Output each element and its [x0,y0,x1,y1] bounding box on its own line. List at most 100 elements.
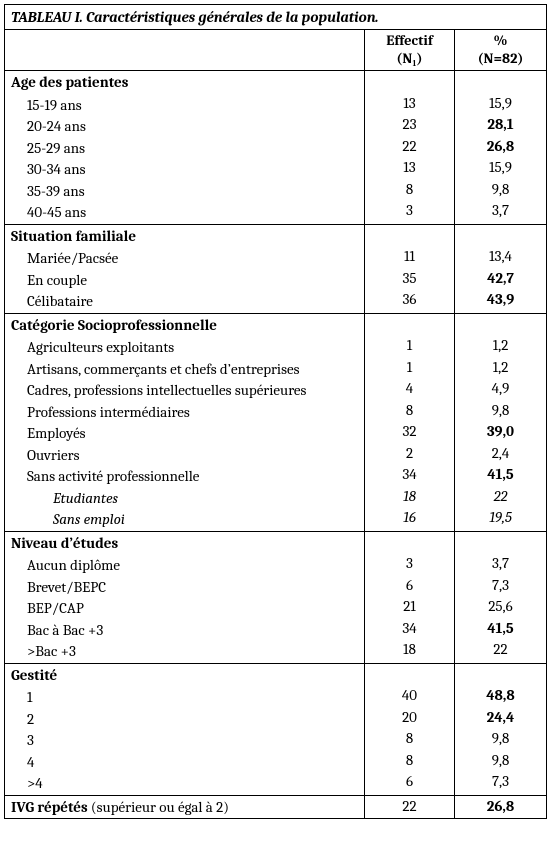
csp-row-7: Etudiantes [5,488,364,510]
csp-row-5: Ouvriers [5,445,364,467]
age-n-2: 22 [365,136,454,158]
group-csp-p: 1,2 1,2 4,9 9,8 39,0 2,4 41,5 22 19,5 [455,313,547,531]
gestite-n-1: 20 [365,707,454,729]
situation-title: Situation familiale [5,225,364,249]
gestite-p-2: 9,8 [455,728,546,750]
age-p-5: 3,7 [455,200,546,222]
csp-row-2: Cadres, professions intellectuelles supé… [5,380,364,402]
niveau-row-4: >Bac +3 [5,641,364,663]
situation-row-1: En couple [5,270,364,292]
age-n-0: 13 [365,93,454,115]
group-situation-labels: Situation familiale Mariée/Pacsée En cou… [5,224,365,313]
csp-row-0: Agriculteurs exploitants [5,337,364,359]
csp-p-8: 19,5 [455,507,546,529]
age-n-4: 8 [365,179,454,201]
header-percent: % (N=82) [455,30,547,71]
group-gestite-labels: Gestité 1 2 3 4 >4 [5,663,365,795]
situation-row-2: Célibataire [5,291,364,313]
csp-title: Catégorie Socioprofessionnelle [5,314,364,338]
gestite-p-0: 48,8 [455,685,546,707]
niveau-row-0: Aucun diplôme [5,555,364,577]
csp-p-3: 9,8 [455,400,546,422]
age-p-1: 28,1 [455,114,546,136]
situation-n-2: 36 [365,289,454,311]
header-blank [5,30,365,71]
situation-p-0: 13,4 [455,246,546,268]
niveau-row-1: Brevet/BEPC [5,577,364,599]
age-n-3: 13 [365,157,454,179]
age-p-0: 15,9 [455,93,546,115]
gestite-n-3: 8 [365,750,454,772]
age-p-4: 9,8 [455,179,546,201]
situation-n-0: 11 [365,246,454,268]
age-row-3: 30-34 ans [5,159,364,181]
csp-row-1: Artisans, commerçants et chefs d’entrepr… [5,359,364,381]
gestite-title: Gestité [5,664,364,688]
gestite-p-3: 9,8 [455,750,546,772]
csp-row-6: Sans activité professionnelle [5,466,364,488]
gestite-row-2: 3 [5,730,364,752]
group-csp-n: 1 1 4 8 32 2 34 18 16 [365,313,455,531]
niveau-n-0: 3 [365,553,454,575]
csp-n-6: 34 [365,464,454,486]
csp-n-8: 16 [365,507,454,529]
age-p-2: 26,8 [455,136,546,158]
age-n-1: 23 [365,114,454,136]
situation-row-0: Mariée/Pacsée [5,248,364,270]
table-population: TABLEAU I. Caractéristiques générales de… [4,4,547,819]
csp-p-6: 41,5 [455,464,546,486]
situation-p-1: 42,7 [455,268,546,290]
group-age-n: 13 23 22 13 8 3 [365,71,455,225]
niveau-row-3: Bac à Bac +3 [5,620,364,642]
age-row-4: 35-39 ans [5,181,364,203]
gestite-row-1: 2 [5,709,364,731]
niveau-n-1: 6 [365,575,454,597]
gestite-n-2: 8 [365,728,454,750]
header-effectif: Effectif (N₁) [365,30,455,71]
niveau-p-0: 3,7 [455,553,546,575]
niveau-p-1: 7,3 [455,575,546,597]
csp-p-2: 4,9 [455,378,546,400]
niveau-p-2: 25,6 [455,596,546,618]
csp-n-4: 32 [365,421,454,443]
header-effectif-l1: Effectif [386,32,432,49]
csp-p-1: 1,2 [455,357,546,379]
header-pct-l2: (N=82) [478,50,524,67]
age-row-5: 40-45 ans [5,202,364,224]
gestite-n-0: 40 [365,685,454,707]
group-gestite-p: 48,8 24,4 9,8 9,8 7,3 [455,663,547,795]
csp-n-0: 1 [365,335,454,357]
group-niveau-n: 3 6 21 34 18 [365,531,455,663]
niveau-n-3: 34 [365,618,454,640]
gestite-p-1: 24,4 [455,707,546,729]
group-niveau-p: 3,7 7,3 25,6 41,5 22 [455,531,547,663]
csp-row-3: Professions intermédiaires [5,402,364,424]
gestite-row-4: >4 [5,773,364,795]
age-row-2: 25-29 ans [5,138,364,160]
group-age-labels: Age des patientes 15-19 ans 20-24 ans 25… [5,71,365,225]
table-title: TABLEAU I. Caractéristiques générales de… [5,5,547,30]
group-situation-n: 11 35 36 [365,224,455,313]
csp-p-5: 2,4 [455,443,546,465]
csp-row-4: Employés [5,423,364,445]
csp-row-8: Sans emploi [5,509,364,531]
niveau-p-4: 22 [455,639,546,661]
csp-n-1: 1 [365,357,454,379]
gestite-row-0: 1 [5,687,364,709]
situation-p-2: 43,9 [455,289,546,311]
csp-n-3: 8 [365,400,454,422]
age-p-3: 15,9 [455,157,546,179]
age-title: Age des patientes [5,71,364,95]
situation-n-1: 35 [365,268,454,290]
group-csp-labels: Catégorie Socioprofessionnelle Agriculte… [5,313,365,531]
gestite-p-4: 7,3 [455,771,546,793]
gestite-n-4: 6 [365,771,454,793]
niveau-title: Niveau d’études [5,532,364,556]
header-effectif-l2: (N₁) [396,50,422,67]
age-row-0: 15-19 ans [5,95,364,117]
csp-p-4: 39,0 [455,421,546,443]
group-situation-p: 13,4 42,7 43,9 [455,224,547,313]
ivg-label-cell: IVG répétés (supérieur ou égal à 2) [5,795,365,818]
niveau-p-3: 41,5 [455,618,546,640]
group-niveau-labels: Niveau d’études Aucun diplôme Brevet/BEP… [5,531,365,663]
